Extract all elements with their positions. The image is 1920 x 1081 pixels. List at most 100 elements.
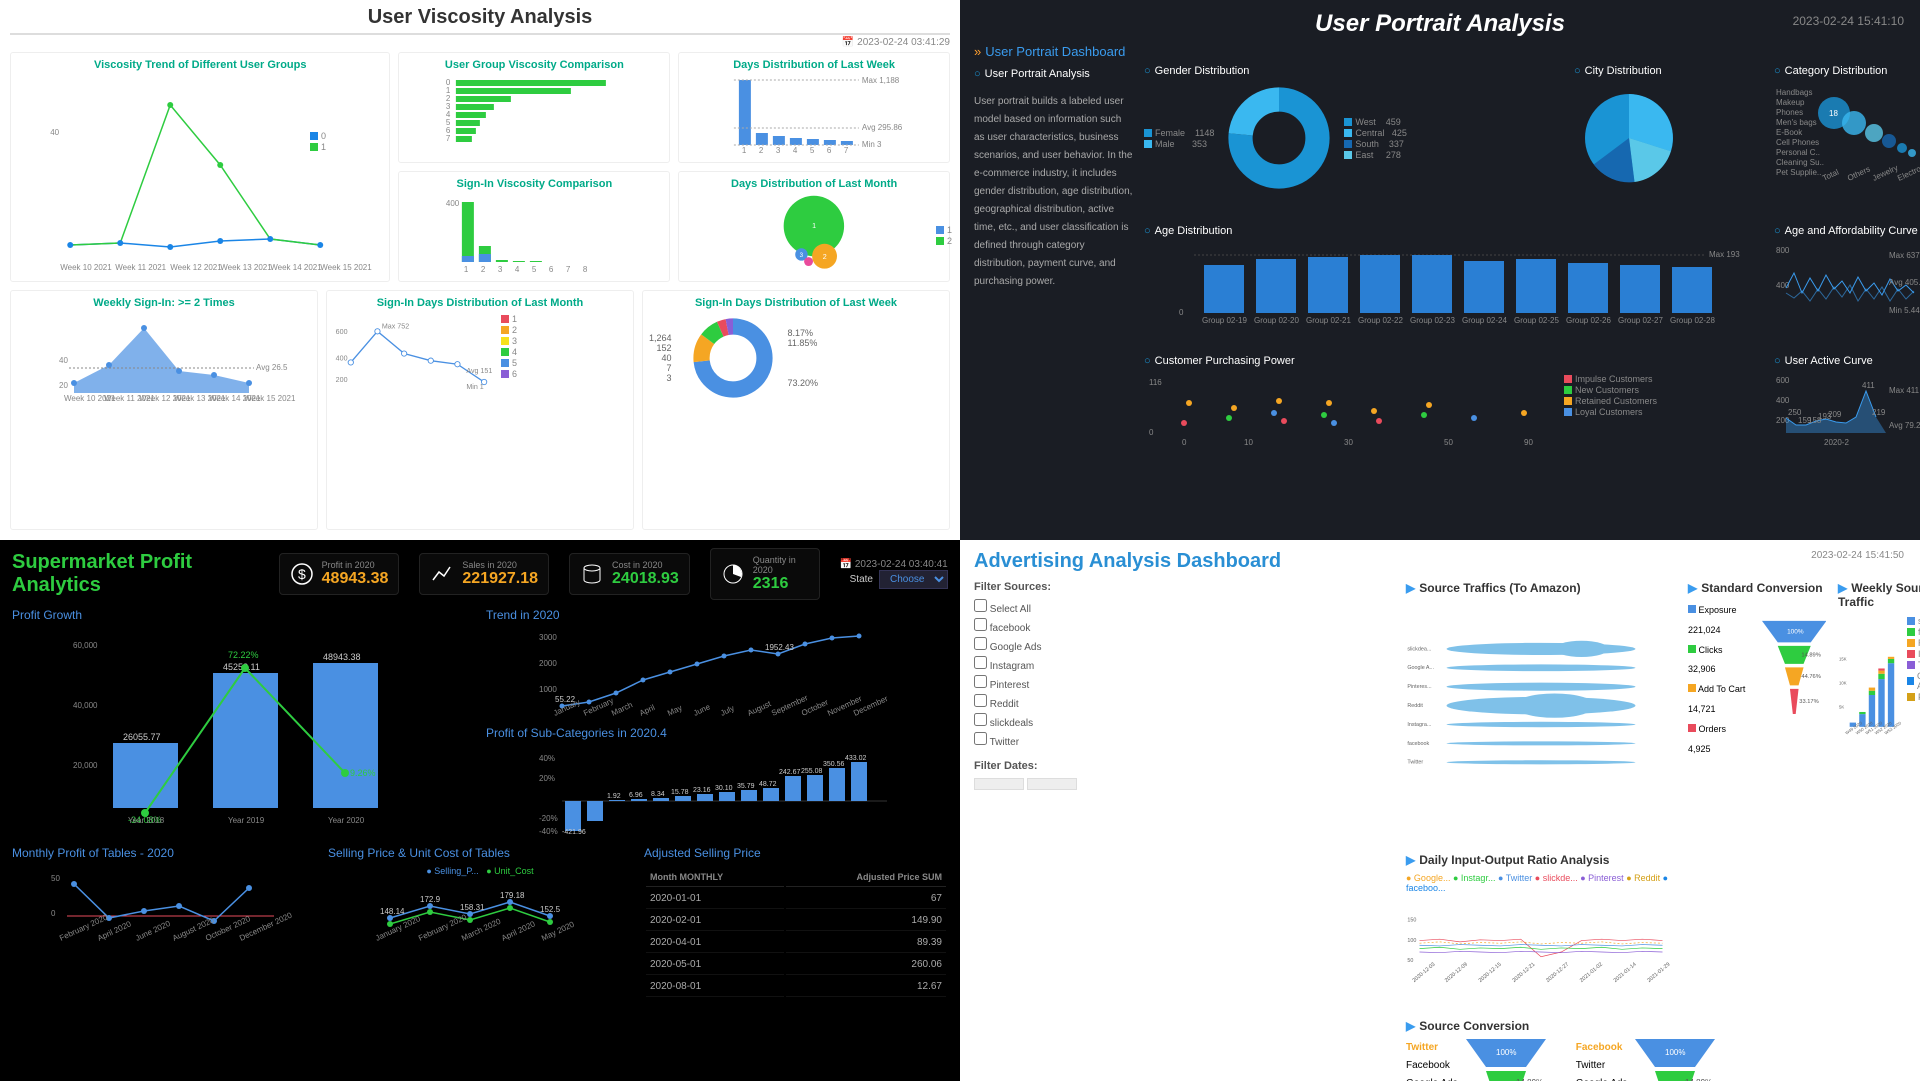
svg-text:14.89%: 14.89%: [1801, 653, 1820, 659]
date-to-input[interactable]: [1027, 778, 1077, 790]
filter-checkbox[interactable]: Google Ads: [974, 637, 1394, 653]
days-last-week-chart: Days Distribution of Last Week Max 1,188…: [678, 52, 950, 163]
svg-text:50: 50: [51, 874, 60, 883]
svg-text:Min 3: Min 3: [862, 140, 882, 149]
svg-text:48943.38: 48943.38: [323, 652, 361, 662]
svg-text:E-Book: E-Book: [1776, 128, 1803, 137]
svg-text:Max 637.32: Max 637.32: [1889, 251, 1920, 260]
svg-text:August: August: [746, 699, 773, 718]
gender-chart: ○Gender Distribution Female 1148 Male 35…: [1144, 65, 1564, 215]
svg-text:2021-01-29: 2021-01-29: [1646, 962, 1671, 984]
svg-text:1000: 1000: [539, 685, 557, 694]
table-row: 2020-08-0112.67: [646, 977, 946, 997]
state-select[interactable]: Choose: [879, 570, 948, 589]
svg-text:Cell Phones: Cell Phones: [1776, 138, 1819, 147]
svg-text:Group 02-28: Group 02-28: [1670, 316, 1715, 325]
svg-text:100%: 100%: [1787, 629, 1804, 636]
svg-text:Jewelry: Jewelry: [1871, 163, 1899, 183]
svg-text:May 2020: May 2020: [540, 920, 576, 943]
svg-text:2: 2: [481, 265, 486, 274]
filter-checkbox[interactable]: Select All: [974, 599, 1394, 615]
svg-text:July: July: [719, 704, 736, 718]
svg-text:40: 40: [59, 356, 68, 365]
filter-checkbox[interactable]: slickdeals: [974, 713, 1394, 729]
panel2-timestamp: 2023-02-24 15:41:10: [1793, 14, 1904, 28]
affordability-chart: ○Age and Affordability Curve 800400 Max …: [1774, 225, 1920, 345]
svg-text:Total: Total: [1821, 167, 1840, 182]
svg-text:Phones: Phones: [1776, 108, 1803, 117]
svg-text:Avg 26.5: Avg 26.5: [256, 363, 288, 372]
filter-checkbox[interactable]: Pinterest: [974, 675, 1394, 691]
svg-text:1.92: 1.92: [607, 793, 621, 800]
city-chart: ○City Distribution: [1574, 65, 1764, 215]
svg-text:255.08: 255.08: [801, 768, 823, 775]
age-distribution-chart: ○Age Distribution Max 193 Group 02-19Gro…: [1144, 225, 1764, 345]
svg-text:2020-12-27: 2020-12-27: [1545, 962, 1570, 984]
svg-text:Group 02-27: Group 02-27: [1618, 316, 1663, 325]
svg-text:6: 6: [549, 265, 554, 274]
source-conversion-funnels: ▶Source Conversion Twitter FacebookGoogl…: [1406, 1019, 1826, 1081]
svg-text:Week 11 2021: Week 11 2021: [115, 263, 166, 272]
svg-text:2020-12-21: 2020-12-21: [1511, 962, 1536, 984]
adjusted-price-table: Month MONTHLYAdjusted Price SUM 2020-01-…: [644, 866, 948, 999]
svg-text:10: 10: [1244, 438, 1253, 447]
svg-text:23.16: 23.16: [693, 787, 711, 794]
svg-text:116: 116: [1149, 378, 1162, 387]
svg-text:90: 90: [1524, 438, 1533, 447]
svg-text:0: 0: [51, 909, 56, 918]
svg-text:3000: 3000: [539, 633, 557, 642]
group-comparison-chart: User Group Viscosity Comparison 01234567: [398, 52, 670, 163]
svg-text:100%: 100%: [1665, 1048, 1685, 1057]
advertising-panel: Advertising Analysis Dashboard 2023-02-2…: [960, 540, 1920, 1081]
svg-text:facebook: facebook: [1407, 741, 1429, 747]
monthly-tables-chart: Monthly Profit of Tables - 2020 500 Febr…: [12, 846, 316, 1046]
filter-checkbox[interactable]: facebook: [974, 618, 1394, 634]
svg-text:Max 752: Max 752: [382, 323, 409, 331]
panel3-title: Supermarket Profit Analytics: [12, 551, 259, 597]
database-icon: [580, 562, 604, 586]
user-viscosity-panel: User Viscosity Analysis 📅 2023-02-24 03:…: [0, 0, 960, 540]
portrait-description: ○User Portrait Analysis User portrait bu…: [974, 65, 1134, 455]
svg-text:2: 2: [823, 253, 827, 261]
signin-days-month-chart: Sign-In Days Distribution of Last Month …: [326, 290, 634, 530]
table-row: 2020-04-0189.39: [646, 933, 946, 953]
svg-text:Group 02-24: Group 02-24: [1462, 316, 1507, 325]
svg-text:April 2020: April 2020: [500, 919, 537, 943]
svg-text:Week 13 2021: Week 13 2021: [220, 263, 272, 272]
dollar-icon: $: [290, 562, 314, 586]
svg-text:Max 193: Max 193: [1709, 250, 1740, 259]
kpi-profit: $ Profit in 202048943.38: [279, 553, 400, 595]
svg-text:January 2020: January 2020: [374, 914, 422, 943]
signin-days-week-donut: Sign-In Days Distribution of Last Week 1…: [642, 290, 950, 530]
svg-text:2020-12-15: 2020-12-15: [1478, 962, 1503, 984]
svg-text:50: 50: [1444, 438, 1453, 447]
svg-text:4: 4: [515, 265, 520, 274]
kpi-cost: Cost in 202024018.93: [569, 553, 690, 595]
svg-text:40,000: 40,000: [73, 701, 98, 710]
svg-text:150: 150: [1407, 918, 1416, 924]
date-from-input[interactable]: [974, 778, 1024, 790]
svg-text:April: April: [638, 703, 657, 718]
supermarket-panel: Supermarket Profit Analytics $ Profit in…: [0, 540, 960, 1081]
svg-text:1952.43: 1952.43: [765, 643, 794, 652]
svg-text:30.10: 30.10: [715, 785, 733, 792]
svg-text:Group 02-20: Group 02-20: [1254, 316, 1299, 325]
purchasing-power-chart: ○Customer Purchasing Power 1160 01030509…: [1144, 355, 1764, 455]
table-row: 2020-02-01149.90: [646, 911, 946, 931]
chevron-icon: »: [974, 44, 981, 59]
svg-text:35.79: 35.79: [737, 783, 755, 790]
filter-checkbox[interactable]: Twitter: [974, 732, 1394, 748]
svg-text:Google A...: Google A...: [1407, 665, 1434, 671]
filter-checkbox[interactable]: Instagram: [974, 656, 1394, 672]
svg-text:400: 400: [446, 199, 460, 208]
svg-text:Year 2020: Year 2020: [328, 816, 365, 825]
pie-icon: [721, 562, 745, 586]
svg-text:May: May: [666, 703, 684, 718]
standard-conversion-funnel: ▶Standard Conversion Exposure 221,024 Cl…: [1688, 581, 1826, 841]
filter-checkbox[interactable]: Reddit: [974, 694, 1394, 710]
svg-text:2020-12-09: 2020-12-09: [1444, 962, 1469, 984]
svg-text:2021-01-02: 2021-01-02: [1579, 962, 1604, 984]
svg-text:40: 40: [50, 128, 59, 137]
svg-text:15.78: 15.78: [671, 789, 689, 796]
svg-text:2000: 2000: [539, 659, 557, 668]
